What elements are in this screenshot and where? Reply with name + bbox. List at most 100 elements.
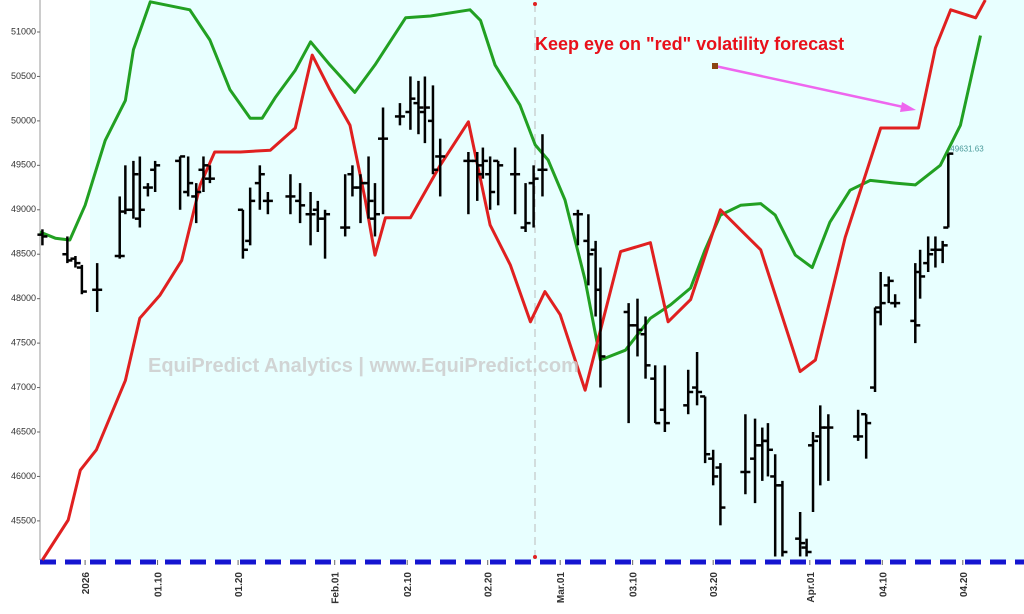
y-tick-label: 46000 [11,471,36,481]
ohlc-bar [762,423,773,477]
ohlc-bar [191,183,202,224]
ohlc-bar [708,449,719,486]
x-tick-label: Apr.01 [806,572,817,603]
ohlc-bar [875,272,886,326]
x-tick-label: 03.10 [629,572,640,597]
y-tick-label: 47000 [11,382,36,392]
ohlc-bar [528,165,539,228]
ohlc-bar [692,352,703,406]
ohlc-bar [493,159,504,206]
ohlc-bar [427,85,438,175]
ohlc-bar [175,155,186,210]
ohlc-bar [305,192,316,246]
ohlc-bar [537,134,548,197]
last-price-label: 49631.63 [950,145,984,154]
line-series [39,0,982,362]
ohlc-bar [254,165,265,210]
x-tick-label: 03.20 [709,572,720,597]
ohlc-bar [150,160,161,192]
watermark: EquiPredict Analytics | www.EquiPredict.… [148,355,579,377]
annotation: Keep eye on "red" volatility forecast [535,34,844,54]
ohlc-bar [808,432,819,512]
ohlc-bar [183,156,194,197]
cursor-dot [533,2,537,6]
ohlc-bar [340,174,351,237]
ohlc-bar [861,412,872,459]
ohlc-bar [435,138,446,197]
ohlc-bar [915,249,926,299]
x-tick-label: 04.10 [878,572,889,597]
highlight-region [90,0,1024,560]
ohlc-bar [715,463,726,526]
ohlc-bar [943,152,954,229]
y-tick-label: 48000 [11,293,36,303]
arrow-anchor [712,63,718,69]
ohlc-bar [262,192,273,215]
x-tick-label: 04.20 [959,572,970,597]
ohlc-bar [76,264,87,295]
y-tick-label: 46500 [11,426,36,436]
ohlc-bar [285,174,296,215]
ohlc-bar [142,183,153,197]
ohlc-bar [910,263,921,344]
ohlc-bar [823,414,834,481]
ohlc-bar [683,369,694,415]
ohlc-bar [923,236,934,272]
ohlc-bar [134,156,145,228]
annotation-arrow [714,64,909,110]
ohlc-bar [650,365,661,425]
y-tick-label: 48500 [11,249,36,259]
ohlc-bar [70,256,81,268]
ohlc-bar [204,165,215,184]
ohlc-bar [632,298,643,357]
ohlc-bar [883,276,894,304]
ohlc-bar [477,147,488,179]
ohlc-bar [740,414,751,495]
ohlc-bar [520,183,531,232]
ohlc-bar [890,294,901,308]
cursor-dot [533,555,537,559]
ohlc-bar [572,209,583,246]
x-tick-label: 02.10 [403,572,414,597]
x-tick-label: 02.20 [484,572,495,597]
x-tick-label: Mar.01 [556,572,567,604]
ohlc-bar [659,365,670,432]
ohlc-bar [640,316,651,379]
ohlc-bar [595,267,606,388]
ohlc-bar [320,209,331,259]
x-tick-label: Feb.01 [331,572,342,604]
y-tick-label: 51000 [11,26,36,36]
ohlc-bar [413,80,424,135]
ohlc-bar [245,187,256,246]
x-tick-label: 2026 [81,572,92,595]
ohlc-bar [62,236,73,264]
y-tick-label: 49500 [11,160,36,170]
ohlc-bar [937,240,948,264]
ohlc-bar [700,395,711,464]
ohlc-bar [777,480,788,557]
y-tick-label: 49000 [11,204,36,214]
y-tick-label: 50000 [11,115,36,125]
ohlc-bar [510,147,521,215]
ohlc-bar [92,263,103,312]
ohlc-bar [114,196,125,259]
ohlc-bar [237,208,248,259]
ohlc-bar [378,107,389,215]
x-tick-label: 01.10 [154,572,165,597]
plot [37,0,987,561]
ohlc-bar [870,306,881,392]
ohlc-bar [363,156,374,219]
ohlc-bar [472,152,483,201]
ohlc-bar [369,183,380,237]
ohlc-bar [853,409,864,441]
ohlc-bar [795,512,806,557]
y-tick-label: 47500 [11,337,36,347]
ohlc-bar [394,103,405,126]
y-tick-label: 45500 [11,515,36,525]
ohlc-bar [128,160,139,219]
ohlc-bar [198,156,209,192]
x-tick-label: 01.20 [234,572,245,597]
ohlc-bar [419,76,430,144]
